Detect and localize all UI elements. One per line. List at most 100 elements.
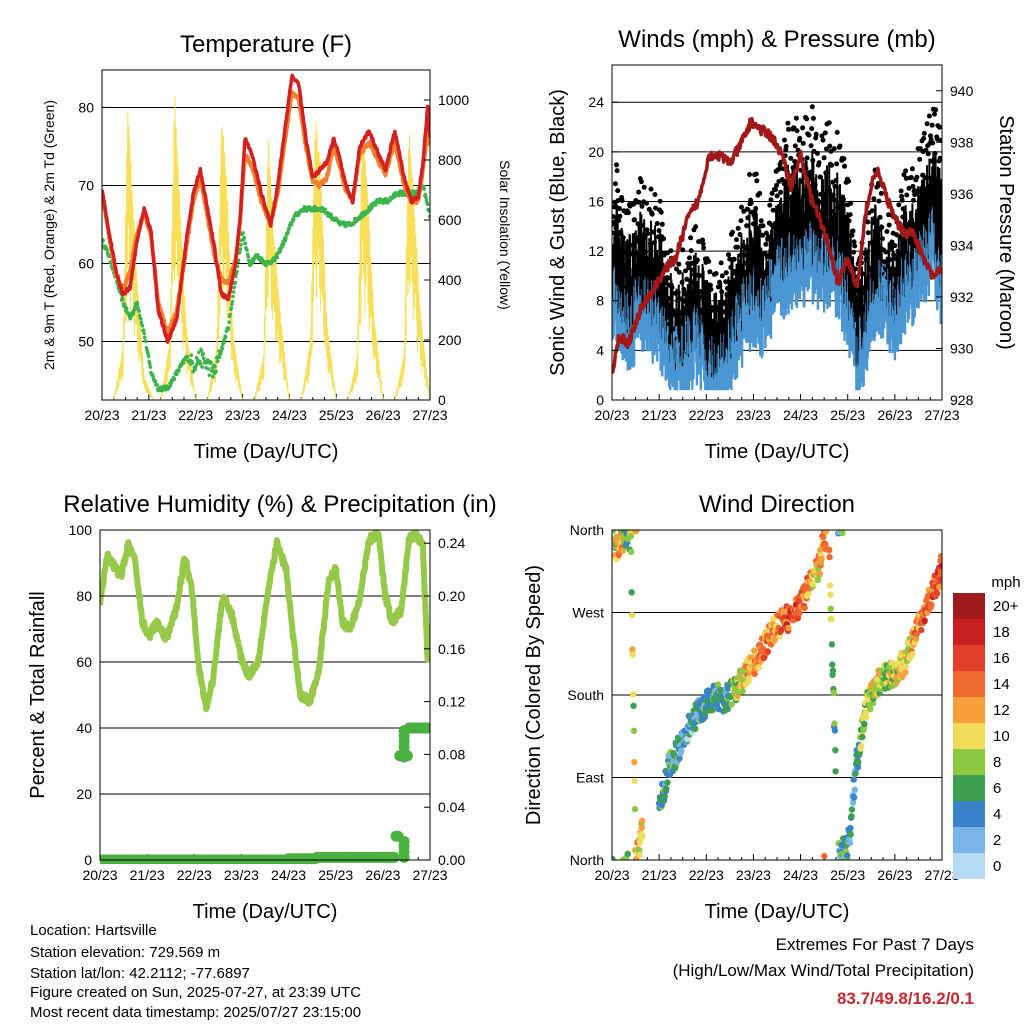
dewpoint-point	[172, 377, 177, 381]
y-tick-label: 0	[596, 392, 604, 408]
y2-tick-label: 938	[950, 134, 974, 150]
colorbar-label: 2	[993, 832, 1001, 849]
dewpoint-point	[233, 280, 238, 285]
dewpoint-point	[214, 369, 218, 374]
y-tick-label: 80	[76, 588, 92, 604]
wind-direction-point	[832, 768, 839, 775]
chart-wind_direction: Wind Direction Time (Day/UTC) Direction (C…	[523, 491, 1021, 923]
gust-point	[715, 284, 721, 290]
gust-point	[938, 137, 942, 143]
wind-direction-point	[846, 839, 854, 847]
gust-point	[820, 137, 826, 143]
wind-direction-point	[628, 548, 635, 555]
y2-tick-label: 0.04	[438, 799, 465, 815]
x-tick-label: 20/23	[594, 867, 629, 883]
plot-border	[99, 529, 431, 861]
wind-direction-point	[676, 755, 683, 762]
wind-direction-point	[859, 733, 866, 741]
gust-point	[707, 269, 713, 275]
gust-point	[852, 243, 858, 249]
gust-point	[777, 166, 782, 172]
gust-point	[676, 269, 682, 275]
dewpoint-point	[220, 346, 225, 351]
gust-point	[730, 229, 735, 235]
gust-point	[899, 193, 905, 199]
wind-direction-point	[867, 706, 874, 713]
dewpoint-point	[131, 310, 136, 315]
wind-direction-point	[826, 582, 834, 589]
y-tick-label: North	[570, 522, 604, 538]
gust-point	[917, 156, 923, 162]
x-tick-label: 22/23	[689, 867, 724, 883]
wind-direction-point	[678, 747, 685, 754]
wind-direction-point	[861, 720, 868, 728]
wind-direction-point	[830, 689, 837, 697]
gust-point	[886, 212, 892, 218]
y2-tick-label: 0.24	[438, 535, 465, 551]
gust-point	[914, 174, 920, 180]
gust-point	[693, 224, 699, 230]
wind-direction-point	[895, 659, 902, 666]
wind-direction-point	[624, 850, 631, 858]
gust-point	[718, 260, 724, 266]
wind-direction-point	[794, 614, 802, 622]
wind-direction-point	[639, 817, 646, 824]
x-tick-label: 20/23	[594, 407, 629, 423]
wind-direction-point	[714, 681, 722, 688]
gust-point	[720, 309, 726, 315]
solar-insolation-line	[102, 95, 430, 400]
gust-point	[625, 210, 631, 216]
y-tick-label: 20	[588, 144, 604, 160]
precipitation-point	[398, 725, 410, 737]
y-axis-label: Sonic Wind & Gust (Blue, Black)	[547, 89, 569, 376]
gust-point	[884, 229, 890, 234]
dewpoint-point	[211, 374, 215, 379]
y2-axis-label: Station Pressure (Maroon)	[995, 115, 1017, 350]
x-tick-label: 21/23	[131, 407, 166, 423]
dewpoint-point	[370, 205, 374, 210]
gust-point	[719, 273, 725, 279]
wind-direction-point	[888, 659, 895, 666]
gust-point	[910, 183, 916, 189]
wind-direction-point	[628, 589, 635, 596]
wind-direction-point	[827, 591, 834, 598]
dewpoint-point	[238, 247, 243, 251]
y2-tick-label: 934	[950, 237, 974, 253]
gust-point	[850, 228, 856, 234]
x-tick-label: 22/23	[177, 867, 212, 883]
dewpoint-point	[146, 351, 150, 356]
wind-direction-point	[839, 530, 846, 537]
x-axis-label: Time (Day/UTC)	[193, 901, 338, 923]
wind-direction-point	[629, 651, 636, 658]
location-text: Location: Hartsville	[30, 922, 157, 939]
dewpoint-point	[230, 300, 235, 304]
dewpoint-point	[139, 317, 143, 321]
plot-area	[102, 73, 430, 400]
dewpoint-point	[223, 335, 228, 340]
wind-direction-point	[847, 824, 854, 832]
dewpoint-point	[291, 217, 296, 222]
x-tick-label: 23/23	[736, 867, 771, 883]
gust-point	[731, 256, 737, 262]
wind-direction-point	[826, 546, 833, 553]
dewpoint-point	[284, 236, 288, 240]
gust-point	[639, 203, 645, 209]
colorbar-swatch	[953, 619, 985, 645]
dewpoint-point	[201, 352, 205, 356]
wind-direction-point	[612, 855, 616, 860]
gust-point	[658, 209, 664, 215]
gust-point	[754, 178, 760, 184]
dewpoint-point	[231, 294, 235, 299]
gust-point	[767, 202, 773, 208]
gust-point	[644, 200, 649, 206]
gust-point	[734, 237, 739, 243]
gust-point	[899, 197, 905, 203]
gust-point	[904, 192, 910, 198]
colorbar-label: 4	[993, 806, 1001, 823]
wind-direction-point	[909, 651, 916, 658]
colorbar-label: 16	[993, 650, 1010, 667]
gust-point	[908, 175, 914, 180]
recent-data-text: Most recent data timestamp: 2025/07/27 2…	[30, 1004, 362, 1021]
wind-direction-point	[826, 553, 833, 561]
